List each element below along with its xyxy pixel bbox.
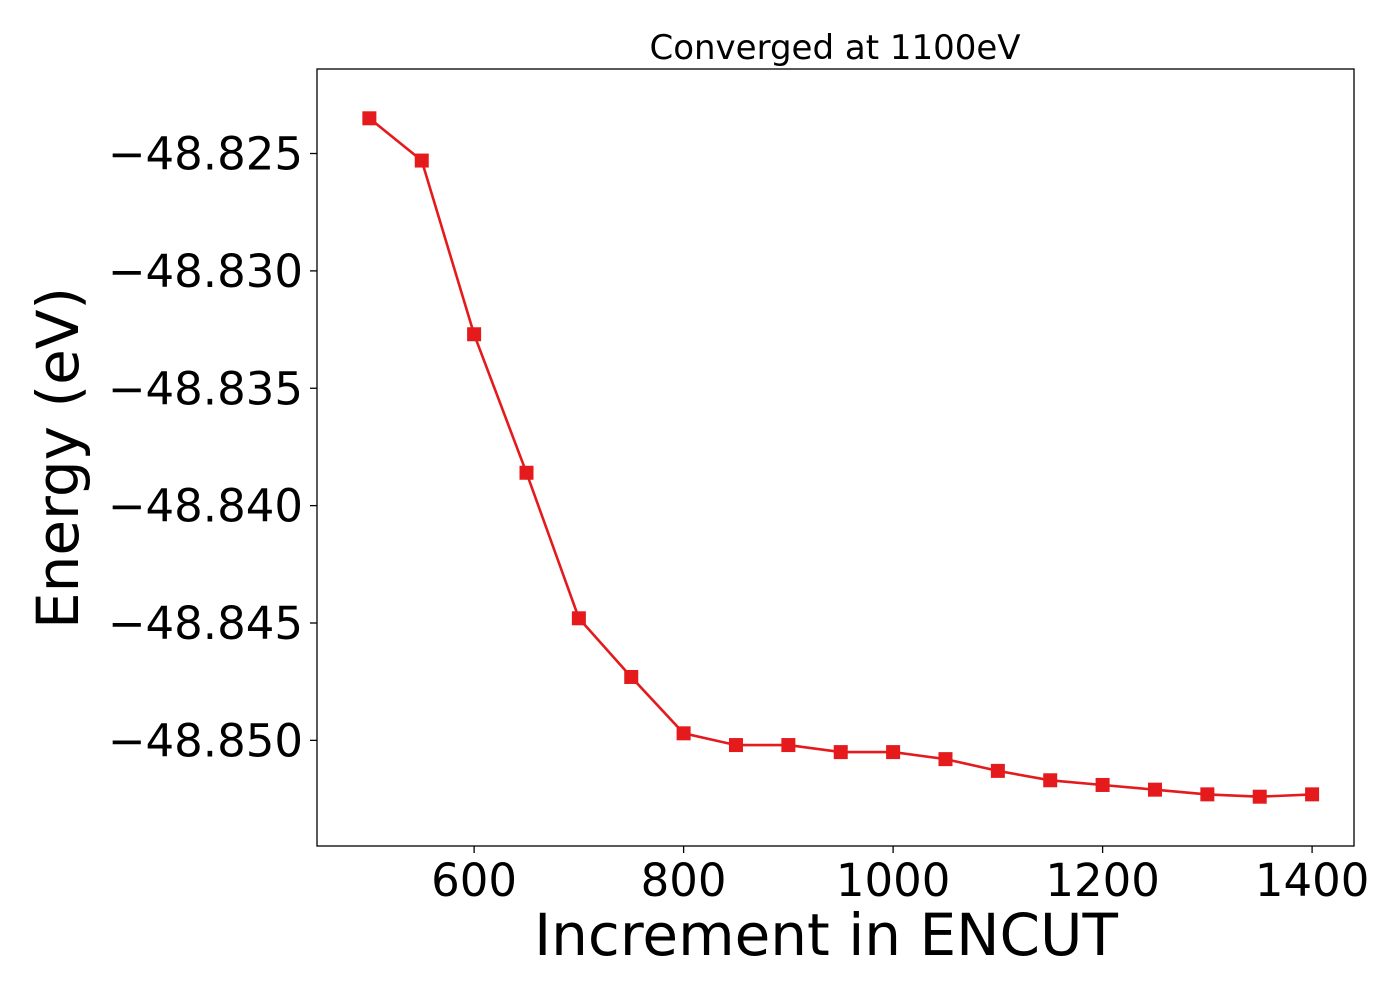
x-tick-label: 1400 xyxy=(1255,854,1370,907)
data-point-marker xyxy=(414,153,429,168)
y-tick-label: −48.830 xyxy=(108,245,303,298)
y-tick-label: −48.850 xyxy=(108,714,303,767)
x-tick-label: 800 xyxy=(641,854,727,907)
chart-title: Converged at 1100eV xyxy=(649,28,1020,68)
data-point-marker xyxy=(1252,789,1267,804)
data-point-marker xyxy=(467,327,482,342)
data-point-marker xyxy=(362,111,377,126)
x-tick-label: 1200 xyxy=(1045,854,1160,907)
data-point-marker xyxy=(833,745,848,760)
data-point-marker xyxy=(519,465,534,480)
y-axis: −48.825 −48.830 −48.835 −48.840 −48.845 −48.8… xyxy=(108,128,317,767)
y-tick-label: −48.825 xyxy=(108,128,303,181)
data-point-marker xyxy=(1305,787,1320,802)
y-tick-label: −48.835 xyxy=(108,362,303,415)
x-tick-label: 600 xyxy=(431,854,517,907)
y-axis-label: Energy (eV) xyxy=(24,287,92,629)
data-point-marker xyxy=(886,745,901,760)
data-point-marker xyxy=(728,738,743,753)
x-axis: 600 800 1000 1200 1400 xyxy=(431,846,1369,907)
series-line xyxy=(368,117,1313,799)
data-point-marker xyxy=(571,611,586,626)
data-point-marker xyxy=(781,738,796,753)
data-point-marker xyxy=(990,763,1005,778)
series-markers xyxy=(362,111,1320,804)
data-point-marker xyxy=(1200,787,1215,802)
data-point-marker xyxy=(1043,773,1058,788)
data-point-marker xyxy=(938,752,953,767)
data-point-marker xyxy=(1147,782,1162,797)
data-point-marker xyxy=(676,726,691,741)
y-tick-label: −48.840 xyxy=(108,480,303,533)
plot-area-frame xyxy=(316,68,1355,847)
data-point-marker xyxy=(624,669,639,684)
x-tick-label: 1000 xyxy=(836,854,951,907)
y-tick-label: −48.845 xyxy=(108,597,303,650)
x-axis-label: Increment in ENCUT xyxy=(534,901,1118,969)
data-point-marker xyxy=(1095,777,1110,792)
